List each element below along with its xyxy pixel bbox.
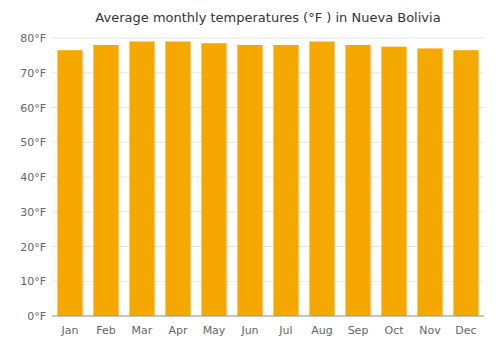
x-tick-label: Nov [419, 324, 441, 337]
x-tick-label: Jun [240, 324, 258, 337]
chart-container: Average monthly temperatures (°F ) in Nu… [0, 0, 500, 350]
y-tick-label: 0°F [27, 310, 46, 323]
x-tick-label: Jan [61, 324, 79, 337]
y-axis: 0°F 10°F 20°F 30°F 40°F 50°F 60°F 70°F 80°F [20, 32, 46, 323]
y-tick-label: 80°F [20, 32, 46, 45]
grid-line [52, 38, 484, 39]
y-tick-label: 70°F [20, 67, 46, 80]
y-tick-label: 40°F [20, 171, 46, 184]
y-tick-label: 10°F [20, 275, 46, 288]
bar [201, 43, 226, 316]
x-tick-label: Dec [455, 324, 476, 337]
x-tick-label: May [203, 324, 226, 337]
x-tick-label: Aug [311, 324, 332, 337]
chart: Average monthly temperatures (°F ) in Nu… [0, 0, 500, 350]
bar [273, 45, 298, 316]
bar [417, 48, 442, 316]
x-tick-label: Jul [278, 324, 292, 337]
y-tick-label: 50°F [20, 136, 46, 149]
x-tick-label: Sep [348, 324, 369, 337]
x-tick-label: Feb [96, 324, 115, 337]
x-tick-label: Oct [384, 324, 404, 337]
bar [381, 47, 406, 316]
bar [309, 41, 334, 316]
bar [237, 45, 262, 316]
x-axis-line [52, 316, 484, 317]
bar [165, 41, 190, 316]
bar [453, 50, 478, 316]
bars [57, 41, 478, 316]
y-tick-label: 30°F [20, 206, 46, 219]
bar [345, 45, 370, 316]
grid [52, 38, 484, 316]
bar [93, 45, 118, 316]
bar [129, 41, 154, 316]
title: Average monthly temperatures (°F ) in Nu… [95, 10, 440, 25]
x-tick-label: Mar [132, 324, 153, 337]
x-tick-label: Apr [168, 324, 188, 337]
x-axis: Jan Feb Mar Apr May Jun Jul Aug Sep Oct Nov Dec [61, 324, 477, 337]
grid-line [52, 316, 484, 317]
bar [57, 50, 82, 316]
y-tick-label: 60°F [20, 102, 46, 115]
y-tick-label: 20°F [20, 241, 46, 254]
